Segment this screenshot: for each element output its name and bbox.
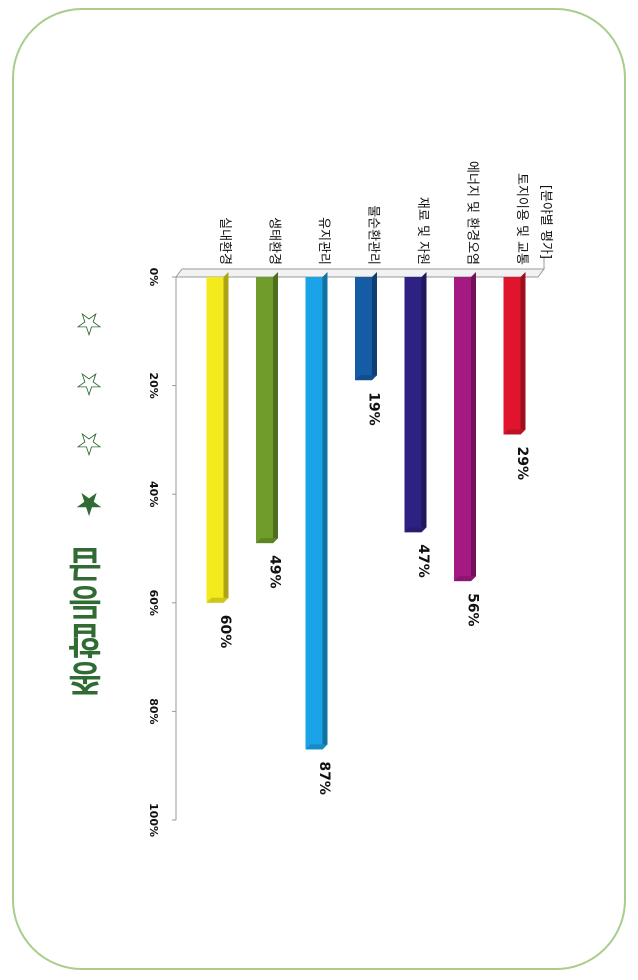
bar-side [322, 272, 328, 750]
bar-side [520, 272, 526, 435]
category-label: 생태환경 [267, 217, 282, 265]
tick-label: 80% [147, 698, 160, 724]
tick-label: 100% [147, 803, 160, 837]
bar-side [223, 272, 229, 603]
bar [305, 277, 323, 750]
value-label: 29% [514, 446, 530, 480]
bar [454, 277, 471, 582]
value-label: 60% [217, 615, 233, 649]
star-outline-icon: ☆ [70, 425, 108, 463]
bar-cap [454, 576, 476, 582]
bar-cap [404, 527, 427, 533]
grade-label: 종합등급 [68, 545, 109, 697]
tick-label: 20% [147, 372, 160, 398]
bar [404, 277, 422, 533]
bar-cap [206, 597, 229, 603]
bar-cap [355, 375, 377, 381]
bar-side [421, 272, 427, 533]
bar-cap [305, 744, 328, 750]
bar-cap [503, 429, 526, 435]
tick-label: 40% [147, 481, 160, 507]
star-outline-icon: ☆ [70, 305, 108, 343]
category-label: 실내환경 [217, 217, 232, 265]
bar [503, 277, 521, 435]
grade-panel: 종합등급 ★ ☆ ☆ ☆ [63, 305, 115, 697]
grade-stars: ★ ☆ ☆ ☆ [70, 305, 108, 523]
bar [256, 277, 273, 544]
category-label: 에너지 및 환경오염 [465, 161, 480, 265]
star-filled-icon: ★ [70, 485, 108, 523]
bar-side [372, 272, 377, 381]
bar-side [273, 272, 278, 544]
category-label: 토지이용 및 교통 [514, 173, 529, 265]
value-label: 56% [465, 593, 481, 627]
category-label: 재료 및 자원 [415, 197, 430, 265]
tick-label: 0% [147, 268, 160, 287]
value-label: 49% [267, 555, 283, 589]
tick-label: 60% [147, 590, 160, 616]
chart-header: [분야별 평가] [538, 185, 553, 259]
category-label: 물순환관리 [366, 205, 381, 265]
bar-cap [256, 538, 278, 544]
bar [355, 277, 372, 381]
star-outline-icon: ☆ [70, 365, 108, 403]
bar [206, 277, 224, 603]
chart-floor [175, 268, 545, 278]
value-label: 19% [366, 392, 382, 426]
value-label: 87% [316, 761, 332, 795]
category-label: 유지관리 [316, 217, 331, 265]
value-label: 47% [415, 544, 431, 578]
bar-side [471, 272, 476, 582]
